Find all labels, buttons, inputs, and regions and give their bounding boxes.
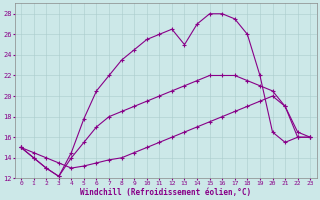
- X-axis label: Windchill (Refroidissement éolien,°C): Windchill (Refroidissement éolien,°C): [80, 188, 251, 197]
